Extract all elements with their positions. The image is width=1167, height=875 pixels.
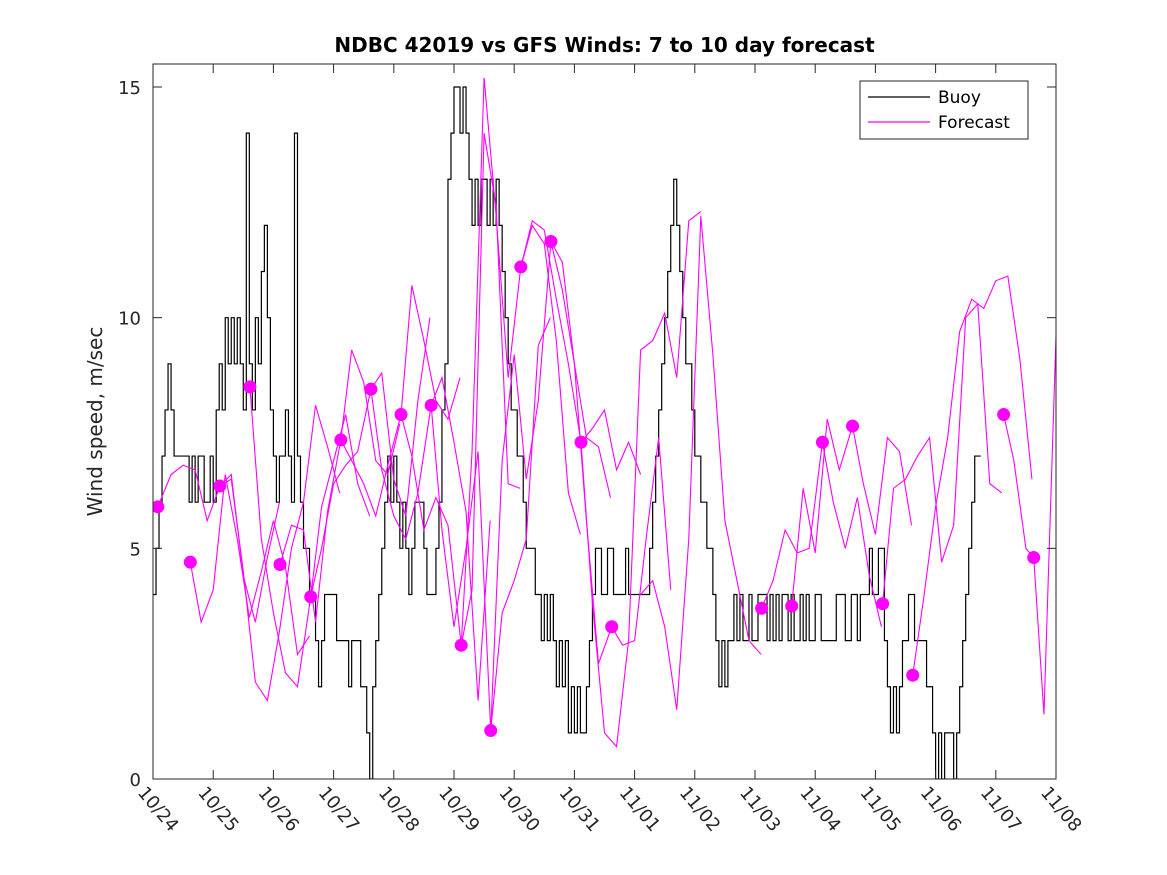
forecast-marker [755, 601, 769, 615]
legend-box [859, 80, 1029, 140]
forecast-marker [574, 435, 588, 449]
y-tick-label: 15 [118, 78, 141, 99]
y-tick-label: 5 [130, 539, 141, 560]
plot-area [153, 64, 1056, 779]
forecast-marker [876, 597, 890, 611]
forecast-marker [484, 724, 498, 738]
axes-frame [152, 63, 1057, 780]
forecast-line-1 [189, 474, 310, 656]
forecast-marker [243, 380, 257, 394]
forecast-marker [846, 419, 860, 433]
forecast-marker [785, 599, 799, 613]
legend: Buoy Forecast [859, 80, 1029, 140]
forecast-marker [815, 435, 829, 449]
legend-label-buoy: Buoy [938, 88, 981, 108]
forecast-marker [183, 555, 197, 569]
forecast-line-19 [912, 275, 1033, 676]
chart-title: NDBC 42019 vs GFS Winds: 7 to 10 day for… [334, 33, 875, 57]
forecast-line-14 [580, 211, 702, 749]
forecast-marker [394, 408, 408, 422]
buoy-line [153, 86, 981, 779]
forecast-line-18 [882, 302, 1003, 604]
plot-content [153, 77, 1056, 779]
legend-label-forecast: Forecast [938, 113, 1010, 133]
forecast-line-2 [219, 405, 341, 703]
forecast-marker [273, 557, 287, 571]
forecast-marker [514, 260, 528, 274]
forecast-marker [304, 590, 318, 604]
forecast-marker [1027, 551, 1041, 565]
forecast-marker [213, 479, 227, 493]
forecast-marker [364, 382, 378, 396]
forecast-line-15 [640, 216, 762, 710]
y-axis-label: Wind speed, m/sec [83, 327, 107, 517]
forecast-marker [605, 620, 619, 634]
y-tick-label: 0 [130, 770, 141, 791]
forecast-marker [454, 638, 468, 652]
forecast-marker [997, 408, 1011, 422]
forecast-marker [424, 398, 438, 412]
forecast-marker [544, 235, 558, 249]
forecast-marker [906, 668, 920, 682]
forecast-marker [153, 500, 165, 514]
forecast-marker [334, 433, 348, 447]
series-layer [153, 77, 1056, 779]
y-tick-label: 10 [118, 309, 141, 330]
